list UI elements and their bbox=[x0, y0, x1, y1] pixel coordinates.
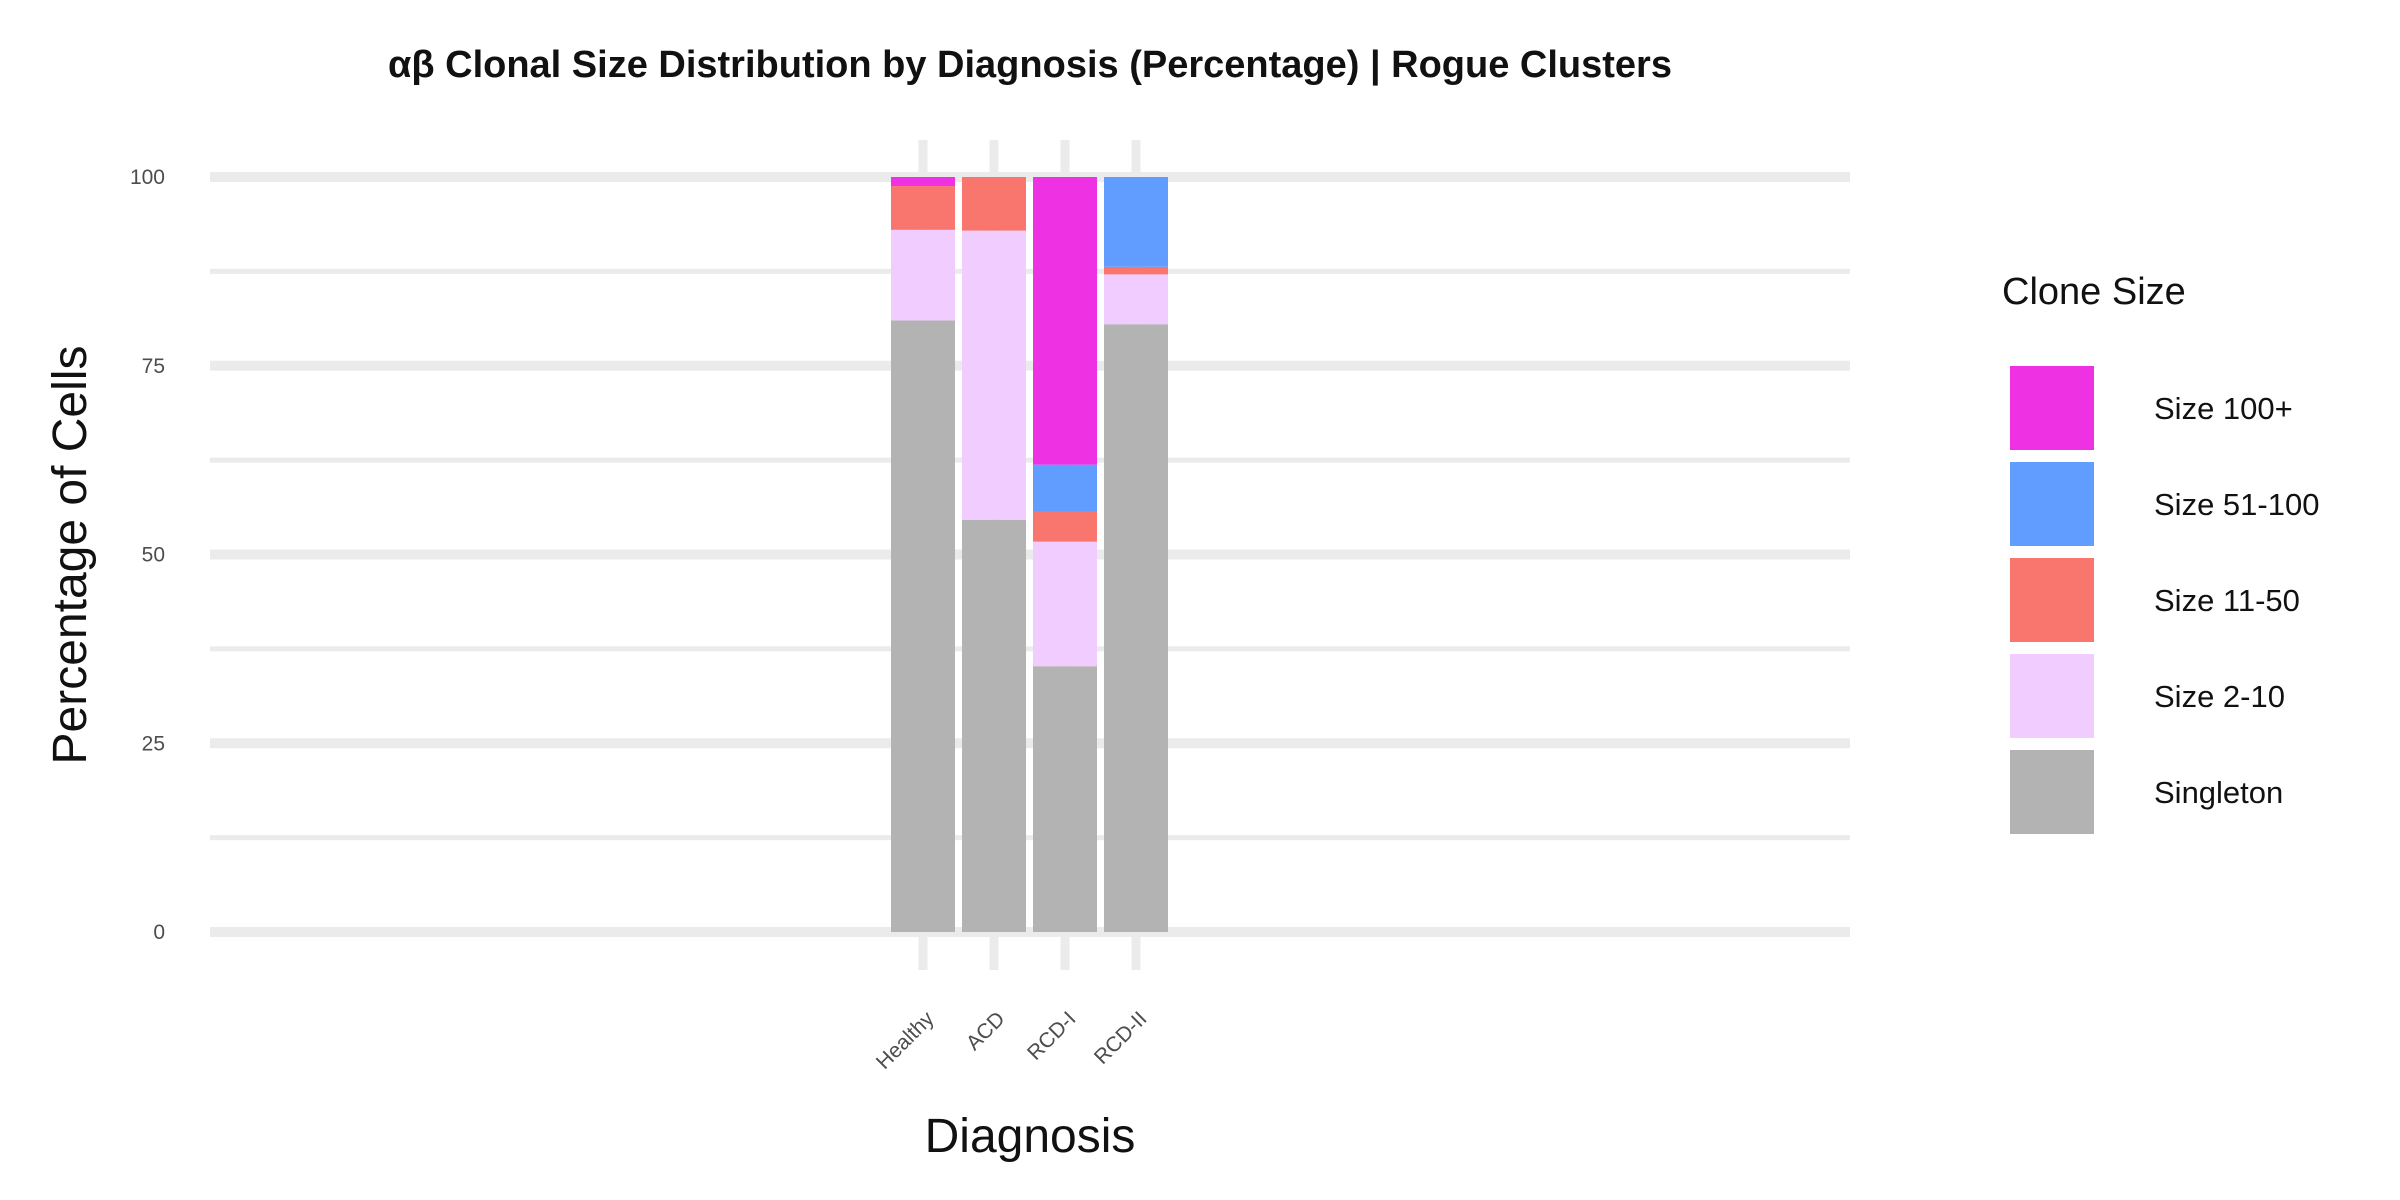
x-tick-labels: Healthy ACD RCD-I RCD-II bbox=[872, 1007, 1152, 1074]
bar-segment-acd-size-2-10 bbox=[962, 230, 1026, 520]
legend-label: Singleton bbox=[2154, 775, 2283, 810]
x-tick-label: RCD-II bbox=[1090, 1007, 1152, 1069]
legend-label: Size 11-50 bbox=[2154, 583, 2300, 618]
y-tick-label: 100 bbox=[130, 166, 165, 189]
legend-label: Size 2-10 bbox=[2154, 679, 2285, 714]
bar-segment-acd-size-11-50 bbox=[962, 177, 1026, 231]
bar-segment-rcd-i-size-11-50 bbox=[1033, 511, 1097, 542]
grid-layer bbox=[210, 140, 1850, 970]
chart-title: αβ Clonal Size Distribution by Diagnosis… bbox=[388, 44, 1672, 86]
bar-segment-healthy-size-2-10 bbox=[891, 229, 955, 321]
legend-swatch bbox=[2010, 558, 2094, 642]
bar-segment-rcd-i-singleton bbox=[1033, 666, 1097, 932]
bar-segment-rcd-ii-singleton bbox=[1104, 324, 1168, 933]
x-axis-title: Diagnosis bbox=[925, 1110, 1136, 1163]
legend-swatch bbox=[2010, 654, 2094, 738]
bar-segment-rcd-ii-size-2-10 bbox=[1104, 274, 1168, 325]
y-tick-labels: 0 25 50 75 100 bbox=[130, 166, 165, 944]
legend-title: Clone Size bbox=[2002, 271, 2186, 313]
y-tick-label: 75 bbox=[142, 355, 165, 378]
y-tick-label: 25 bbox=[142, 732, 165, 755]
x-tick-label: Healthy bbox=[872, 1007, 939, 1074]
y-axis-title: Percentage of Cells bbox=[44, 346, 97, 765]
bar-segment-rcd-i-size-100- bbox=[1033, 177, 1097, 465]
bars-layer bbox=[891, 177, 1168, 933]
legend-label: Size 51-100 bbox=[2154, 487, 2319, 522]
legend-swatch bbox=[2010, 462, 2094, 546]
legend-label: Size 100+ bbox=[2154, 391, 2293, 426]
bar-segment-healthy-size-100- bbox=[891, 177, 955, 187]
y-tick-label: 50 bbox=[142, 544, 165, 567]
bar-segment-acd-singleton bbox=[962, 519, 1026, 932]
legend-swatch bbox=[2010, 366, 2094, 450]
y-tick-label: 0 bbox=[153, 921, 165, 944]
bar-segment-rcd-ii-size-51-100 bbox=[1104, 177, 1168, 267]
bar-segment-rcd-ii-size-11-50 bbox=[1104, 266, 1168, 275]
x-tick-label: RCD-I bbox=[1023, 1007, 1081, 1065]
x-tick-label: ACD bbox=[962, 1007, 1010, 1055]
legend: Size 100+ Size 51-100 Size 11-50 Size 2-10 S… bbox=[2010, 366, 2319, 834]
bar-segment-rcd-i-size-51-100 bbox=[1033, 464, 1097, 512]
bar-segment-rcd-i-size-2-10 bbox=[1033, 541, 1097, 667]
bar-segment-healthy-size-11-50 bbox=[891, 186, 955, 230]
bar-segment-healthy-singleton bbox=[891, 320, 955, 932]
legend-swatch bbox=[2010, 750, 2094, 834]
